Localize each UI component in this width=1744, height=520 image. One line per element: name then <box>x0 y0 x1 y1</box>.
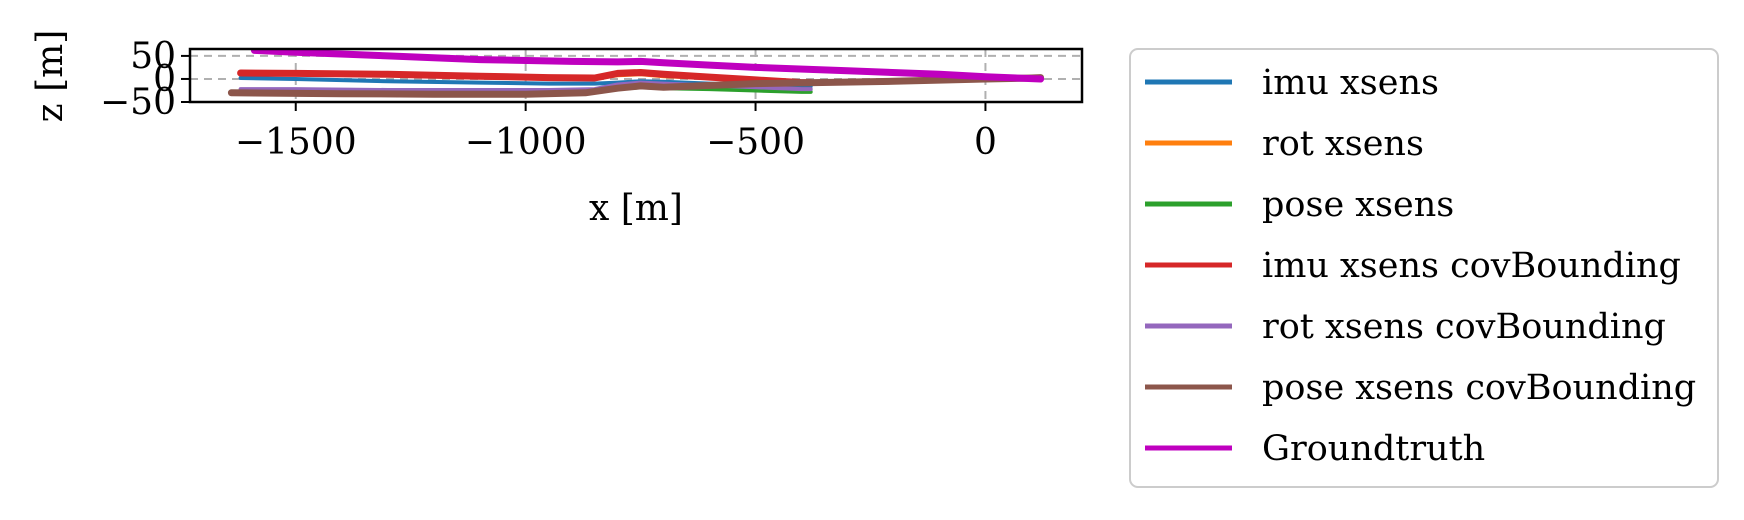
legend-item: rot xsens covBounding <box>1145 307 1666 347</box>
y-tick-label: −50 <box>100 82 176 123</box>
y-tick-label: 50 <box>130 36 176 77</box>
legend-label: pose xsens covBounding <box>1262 368 1696 408</box>
x-tick-label: −1500 <box>235 122 357 163</box>
series-line-imu-xsens-covbounding <box>237 69 815 87</box>
legend-item: pose xsens <box>1145 185 1454 225</box>
legend-item: Groundtruth <box>1145 429 1485 469</box>
legend-item: pose xsens covBounding <box>1145 368 1696 408</box>
y-axis-label: z [m] <box>30 30 71 123</box>
legend-item: rot xsens <box>1145 124 1424 164</box>
series-line-rot-xsens-covbounding <box>238 80 813 92</box>
x-tick-label: −1000 <box>465 122 587 163</box>
series-layer <box>227 49 1045 98</box>
legend-label: Groundtruth <box>1262 429 1485 469</box>
legend-label: imu xsens covBounding <box>1262 246 1681 286</box>
x-tick-label: 0 <box>974 122 997 163</box>
series-line-groundtruth <box>250 49 1045 83</box>
plot-frame <box>188 47 1084 104</box>
legend-item: imu xsens <box>1145 63 1439 103</box>
legend-item: imu xsens covBounding <box>1145 246 1681 286</box>
legend-label: rot xsens covBounding <box>1262 307 1666 347</box>
x-tick-label: −500 <box>706 122 805 163</box>
x-axis-label: x [m] <box>589 188 683 229</box>
y-tick-label: 0 <box>153 59 176 100</box>
legend: imu xsens rot xsens pose xsens imu xsens co… <box>1129 48 1719 488</box>
legend-label: pose xsens <box>1262 185 1454 225</box>
legend-items: imu xsens rot xsens pose xsens imu xsens co… <box>1145 63 1696 469</box>
legend-frame <box>1129 48 1719 488</box>
legend-label: rot xsens <box>1262 124 1424 164</box>
legend-label: imu xsens <box>1262 63 1439 103</box>
